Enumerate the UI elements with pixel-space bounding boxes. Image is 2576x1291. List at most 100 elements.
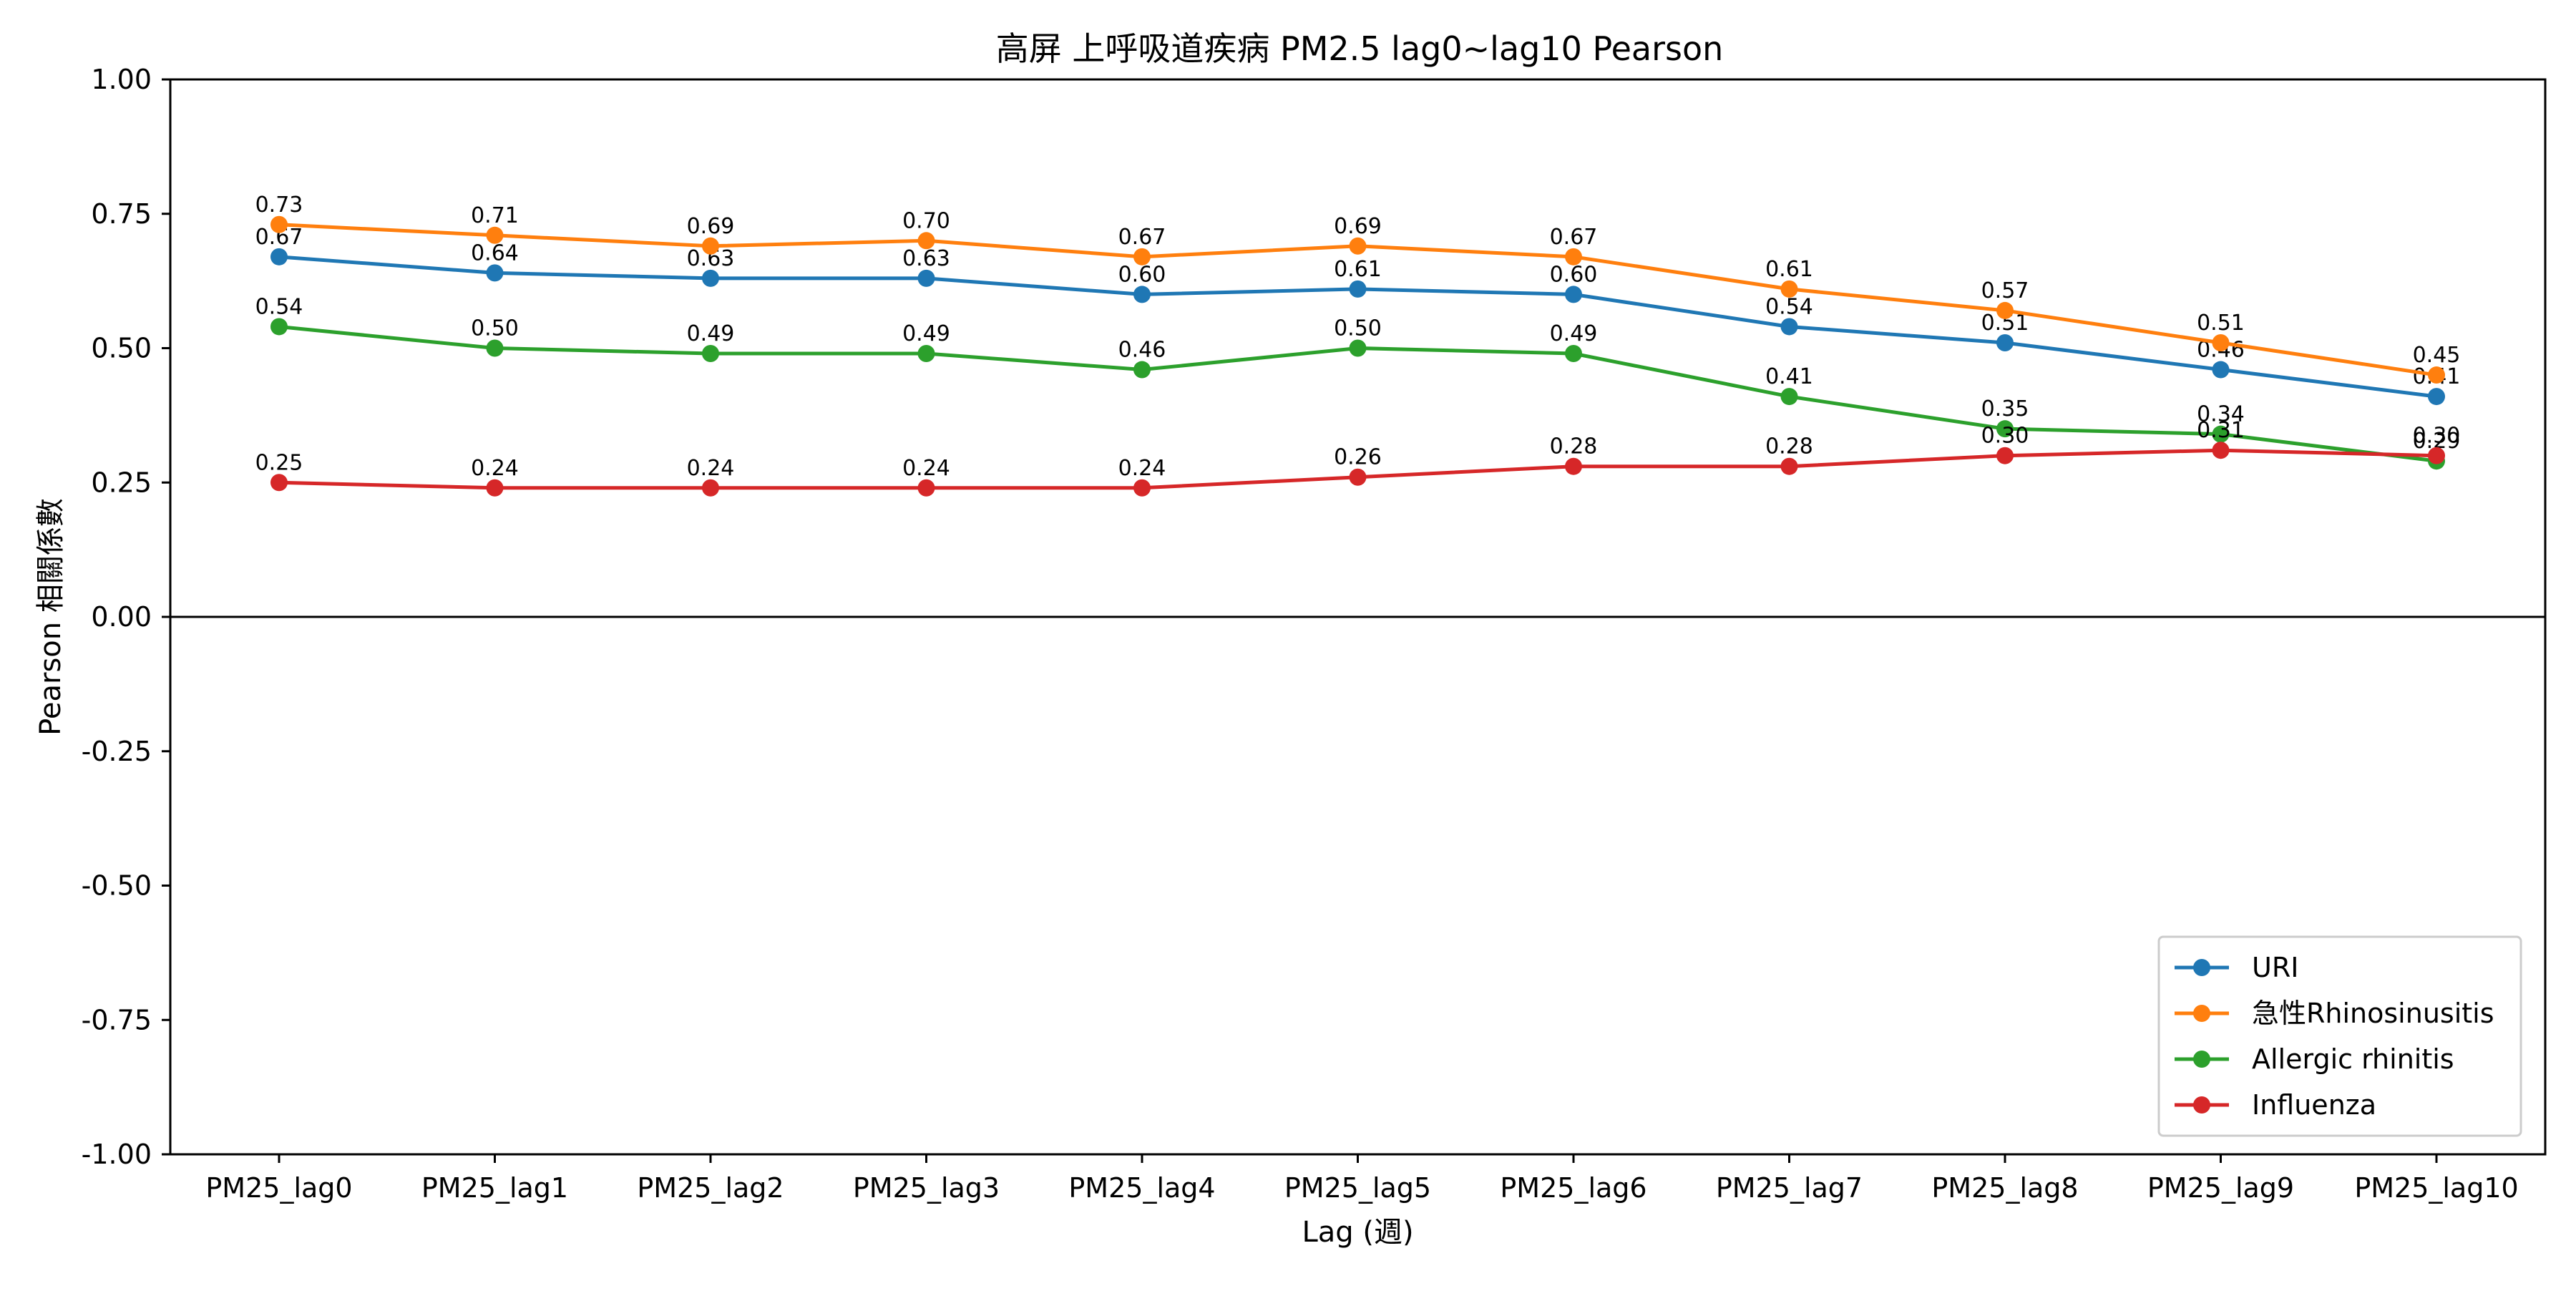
data-label: 0.71	[471, 203, 519, 228]
data-point	[1133, 248, 1151, 265]
legend-marker	[2193, 1051, 2210, 1068]
data-label: 0.41	[1765, 364, 1813, 389]
x-tick-label: PM25_lag10	[2354, 1172, 2518, 1204]
data-point	[1996, 420, 2014, 438]
legend: URI 急性Rhinosinusitis Allergic rhinitis Infl…	[2157, 935, 2522, 1137]
x-tick-label: PM25_lag8	[1931, 1172, 2078, 1204]
data-point	[1780, 280, 1798, 298]
data-point	[1565, 345, 1582, 363]
legend-label: URI	[2252, 952, 2298, 983]
data-label: 0.70	[902, 208, 950, 233]
data-point	[1780, 388, 1798, 406]
data-label: 0.54	[1765, 294, 1813, 319]
y-tick-label: 0.25	[91, 467, 152, 498]
series-layer: 0.670.640.630.630.600.610.600.540.510.46…	[255, 193, 2461, 497]
y-tick-label: 0.50	[91, 333, 152, 364]
legend-item: 急性Rhinosinusitis	[2175, 998, 2494, 1029]
data-point	[702, 345, 719, 363]
data-label: 0.69	[1334, 214, 1382, 239]
data-point	[2212, 425, 2230, 443]
series-4: 0.25 0.24 0.24 0.24 0.24 0.26 0.28 0.28 0.30 0.31…	[255, 418, 2461, 497]
data-label: 0.35	[1981, 396, 2029, 422]
data-label: 0.34	[2197, 402, 2245, 427]
y-axis-label: Pearson 相關係數	[34, 498, 67, 736]
data-point	[2428, 447, 2445, 464]
data-label: 0.30	[2413, 424, 2461, 449]
x-tick-label: PM25_lag6	[1500, 1172, 1646, 1204]
data-label: 0.50	[1334, 316, 1382, 341]
data-point	[2212, 442, 2230, 459]
data-label: 0.67	[1118, 225, 1166, 250]
data-point	[270, 248, 288, 265]
data-point	[1349, 237, 1367, 255]
data-label: 0.51	[2197, 311, 2245, 336]
x-axis-label: Lag (週)	[1302, 1216, 1413, 1249]
data-point	[702, 237, 719, 255]
data-point	[486, 479, 504, 497]
data-point	[486, 226, 504, 244]
x-tick-label: PM25_lag1	[421, 1172, 568, 1204]
x-tick-label: PM25_lag2	[637, 1172, 784, 1204]
data-label: 0.64	[471, 240, 519, 265]
data-label: 0.26	[1334, 445, 1382, 470]
x-tick-label: PM25_lag0	[205, 1172, 352, 1204]
data-point	[2428, 388, 2445, 406]
data-label: 0.73	[255, 193, 303, 218]
series-3: 0.54 0.50 0.49 0.49 0.46 0.50 0.49 0.41 0.35 0.34…	[255, 294, 2460, 470]
data-point	[1349, 280, 1367, 298]
data-label: 0.63	[902, 246, 950, 271]
data-label: 0.45	[2413, 343, 2461, 368]
x-tick-label: PM25_lag9	[2147, 1172, 2294, 1204]
data-point	[1349, 339, 1367, 357]
legend-label: Influenza	[2252, 1089, 2376, 1121]
y-tick-label: -0.25	[82, 736, 152, 767]
data-label: 0.24	[1118, 456, 1166, 481]
series-2: 0.73 0.71 0.69 0.70 0.67 0.69 0.67 0.61 0.57 0.51…	[255, 193, 2461, 384]
y-tick-label: 0.00	[91, 601, 152, 633]
data-point	[486, 264, 504, 282]
data-point	[270, 318, 288, 336]
data-label: 0.24	[687, 456, 735, 481]
data-point	[1780, 318, 1798, 336]
data-label: 0.61	[1765, 257, 1813, 282]
legend-label: Allergic rhinitis	[2252, 1043, 2454, 1075]
data-label: 0.50	[471, 316, 519, 341]
data-label: 0.60	[1550, 262, 1598, 287]
y-axis: 1.00 0.75 0.50 0.25 0.00 -0.25 -0.50 -0.75 -1.00	[82, 64, 170, 1170]
data-label: 0.31	[2197, 418, 2245, 443]
data-label: 0.60	[1118, 262, 1166, 287]
series-1: 0.670.640.630.630.600.610.600.540.510.46…	[255, 225, 2460, 406]
chart-title: 高屏 上呼吸道疾病 PM2.5 lag0~lag10 Pearson	[996, 29, 1724, 68]
data-point	[1780, 457, 1798, 475]
data-point	[702, 269, 719, 287]
legend-marker	[2193, 1096, 2210, 1114]
data-point	[917, 479, 935, 497]
legend-box	[2157, 935, 2522, 1137]
data-point	[1565, 286, 1582, 303]
data-point	[1996, 447, 2014, 464]
data-point	[1133, 361, 1151, 379]
legend-item: URI	[2175, 952, 2298, 983]
x-axis: PM25_lag0 PM25_lag1 PM25_lag2 PM25_lag3 PM25…	[205, 1154, 2519, 1204]
data-label: 0.28	[1765, 434, 1813, 459]
data-label: 0.61	[1334, 257, 1382, 282]
y-tick-label: 0.75	[91, 198, 152, 230]
data-point	[270, 215, 288, 233]
data-point	[2428, 366, 2445, 384]
data-point	[270, 474, 288, 492]
y-tick-label: -1.00	[82, 1139, 152, 1170]
legend-item: Influenza	[2175, 1089, 2376, 1121]
data-point	[1133, 286, 1151, 303]
legend-label: 急性Rhinosinusitis	[2252, 998, 2494, 1029]
legend-marker	[2193, 959, 2210, 976]
data-point	[2212, 361, 2230, 379]
data-label: 0.69	[687, 214, 735, 239]
y-tick-label: -0.50	[82, 870, 152, 902]
data-point	[1133, 479, 1151, 497]
x-tick-label: PM25_lag7	[1716, 1172, 1863, 1204]
data-point	[1565, 457, 1582, 475]
legend-item: Allergic rhinitis	[2175, 1043, 2454, 1075]
data-point	[1565, 248, 1582, 265]
